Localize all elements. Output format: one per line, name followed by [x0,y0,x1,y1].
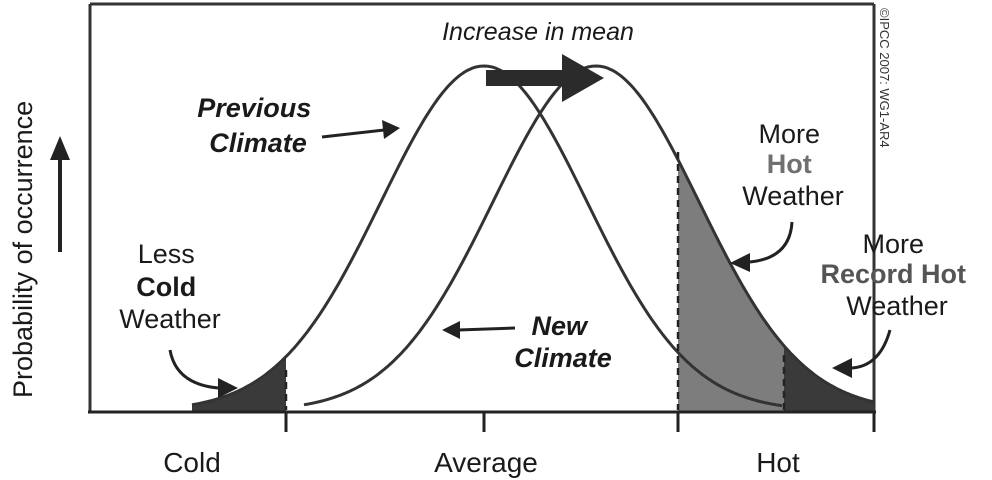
more-record-hot-weather-label: More Record Hot Weather [820,229,973,321]
less-cold-arrow-head-icon [218,378,238,398]
more-record-hot-arrow-head-icon [832,358,852,378]
more-hot-weather-label: More Hot Weather [742,119,844,211]
less-cold-arrow-curve [168,349,219,390]
x-tick-label-average: Average [434,447,538,478]
y-axis-label: Probability of occurrence [8,101,38,398]
more-record-hot-arrow-curve [851,329,892,370]
new-climate-arrow-head-icon [442,321,460,339]
more-hot-arrow-curve [749,221,794,264]
x-tick-label-cold: Cold [163,447,221,478]
increase-in-mean-arrow-icon [486,54,604,102]
less-cold-shaded-region [192,356,286,411]
new-climate-arrow-shaft [457,326,516,332]
previous-climate-arrow-head-icon [382,120,400,139]
more-hot-arrow-head-icon [730,253,750,272]
y-axis-arrow-head-icon [50,136,70,160]
less-cold-weather-label: Less Cold Weather [119,239,221,334]
previous-climate-curve [191,64,783,408]
new-climate-label: New Climate [514,311,612,373]
more-hot-shaded-region [678,159,784,411]
more-record-hot-shaded-region [784,345,874,411]
new-climate-curve [303,64,875,407]
copyright-text: ©IPCC 2007: WG1-AR4 [877,8,892,148]
previous-climate-arrow-shaft [321,128,385,139]
x-tick-label-hot: Hot [756,447,800,478]
previous-climate-label: Previous Climate [197,93,319,158]
increase-in-mean-title: Increase in mean [442,18,634,46]
